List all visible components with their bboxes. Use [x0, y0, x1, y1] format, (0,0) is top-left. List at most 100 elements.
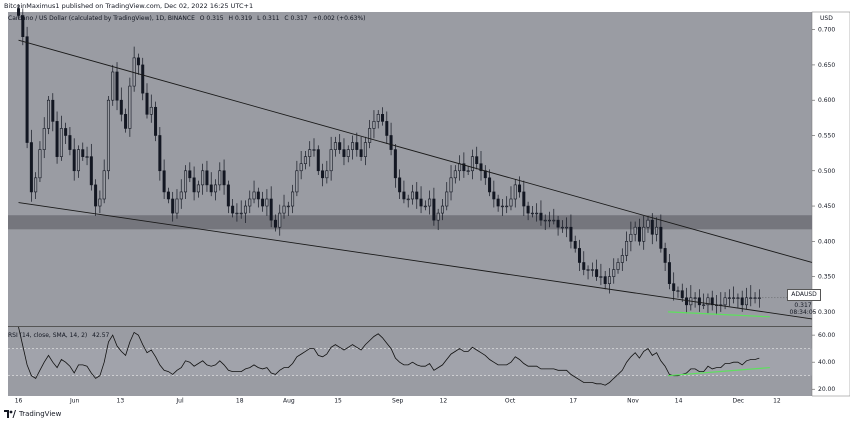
- candle: [612, 269, 616, 277]
- candle: [381, 114, 385, 122]
- candle: [235, 212, 239, 215]
- candle: [308, 149, 312, 157]
- candle: [316, 149, 320, 172]
- candle: [162, 170, 166, 193]
- footer: TradingView: [4, 410, 61, 418]
- candle: [543, 219, 547, 222]
- candle: [466, 170, 470, 172]
- candle: [342, 149, 346, 157]
- price-tick-label: 0.550: [818, 132, 835, 139]
- price-tick-label: 0.400: [818, 238, 835, 245]
- wedge-lower-trendline: [18, 202, 813, 320]
- candle: [94, 184, 98, 207]
- candle: [706, 297, 710, 306]
- candle: [188, 170, 192, 179]
- candle: [573, 241, 577, 249]
- time-tick-label: Nov: [627, 398, 639, 405]
- candle: [680, 290, 684, 299]
- time-tick-label: Jun: [69, 398, 80, 405]
- candle: [565, 226, 569, 229]
- candle: [248, 198, 252, 207]
- candle: [736, 297, 740, 299]
- candle: [655, 226, 659, 235]
- candle: [693, 297, 697, 299]
- candle: [702, 304, 706, 306]
- candle: [175, 198, 179, 214]
- price-axis[interactable]: [811, 11, 850, 397]
- time-tick-label: Jul: [175, 398, 184, 405]
- candle: [415, 191, 419, 200]
- candle: [539, 212, 543, 221]
- time-axis[interactable]: [8, 396, 812, 404]
- candle: [239, 212, 243, 215]
- candle: [81, 149, 85, 157]
- time-tick-label: Sep: [392, 398, 404, 405]
- candle: [753, 297, 757, 299]
- price-tick-label: 0.500: [818, 168, 835, 175]
- price-pane[interactable]: [8, 12, 812, 326]
- footer-brand: TradingView: [19, 410, 62, 418]
- candle: [607, 276, 611, 284]
- rsi-divergence-line: [668, 366, 770, 377]
- wedge-upper-trendline: [18, 39, 813, 263]
- ohlc-high: H 0.319: [228, 15, 253, 22]
- candle: [64, 128, 68, 136]
- price-tick-label: 0.300: [818, 309, 835, 316]
- rsi-band: [8, 348, 812, 376]
- time-tick-label: 18: [236, 398, 244, 405]
- candle: [496, 198, 500, 207]
- candle: [179, 191, 183, 200]
- tradingview-logo-icon: [4, 410, 16, 418]
- candle: [303, 156, 307, 165]
- candle: [17, 8, 21, 16]
- candle: [685, 297, 689, 306]
- candle: [522, 191, 526, 207]
- ohlc-low: L 0.311: [257, 15, 280, 22]
- candle: [616, 262, 620, 270]
- candle: [68, 135, 72, 150]
- candle: [697, 297, 701, 306]
- candle: [98, 198, 102, 207]
- candle: [72, 149, 76, 172]
- time-tick-label: 12: [773, 398, 781, 405]
- candle: [231, 205, 235, 214]
- symbol-info: Cardano / US Dollar (calculated by Tradi…: [8, 15, 369, 22]
- candle: [106, 99, 110, 172]
- candle: [744, 297, 748, 306]
- rsi-info: RSI (14, close, SMA, 14, 2) 42.57: [8, 332, 112, 339]
- candle: [663, 248, 667, 263]
- candle: [119, 99, 123, 115]
- symbol-name: Cardano / US Dollar (calculated by Tradi…: [8, 15, 195, 22]
- candle: [145, 92, 149, 115]
- candle: [462, 163, 466, 172]
- candle: [428, 198, 432, 207]
- candle: [209, 184, 213, 193]
- candle: [38, 149, 42, 179]
- candle: [286, 205, 290, 208]
- candle: [402, 191, 406, 200]
- candle: [47, 99, 51, 129]
- candle: [124, 114, 128, 129]
- candle: [595, 269, 599, 277]
- candle: [505, 205, 509, 208]
- candle: [325, 170, 329, 179]
- time-tick-label: 14: [675, 398, 683, 405]
- candle: [749, 297, 753, 299]
- candle: [102, 170, 106, 200]
- candle: [483, 170, 487, 179]
- price-axis-currency: USD: [820, 15, 833, 22]
- candle: [560, 226, 564, 229]
- price-tick-label: 0.450: [818, 203, 835, 210]
- candle: [376, 114, 380, 122]
- candle: [667, 262, 671, 284]
- candle: [269, 198, 273, 221]
- candle: [51, 99, 55, 122]
- rsi-tick-label: 60.00: [818, 332, 835, 339]
- candle: [312, 149, 316, 151]
- candle: [218, 170, 222, 186]
- rsi-line: [18, 326, 760, 386]
- candle: [171, 198, 175, 214]
- candle: [196, 184, 200, 193]
- candle: [650, 219, 654, 235]
